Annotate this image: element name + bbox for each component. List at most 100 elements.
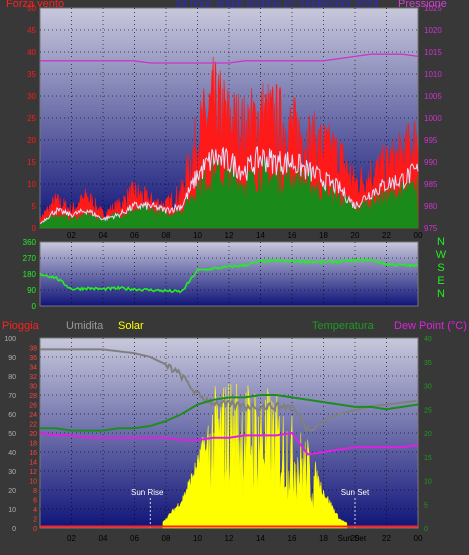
rain-y-tick: 0 [33, 526, 37, 533]
compass-labels: N W S E N [434, 236, 448, 301]
wind-x-tick: 00 [414, 231, 423, 240]
dew-point-label: Dew Point (°C) [394, 320, 467, 332]
temperature-y-tick: 35 [424, 360, 432, 367]
direction-y-tick: 270 [23, 254, 37, 263]
wind-y-tick: 0 [32, 224, 37, 233]
rain-y-tick: 10 [29, 479, 37, 486]
temperature-y-tick: 10 [424, 479, 432, 486]
rain-y-tick: 20 [29, 431, 37, 438]
pressure-y-tick: 980 [424, 202, 438, 211]
wind-y-tick: 30 [27, 92, 36, 101]
temp-x-tick: 04 [99, 534, 108, 543]
direction-y-tick: 360 [23, 238, 37, 247]
temp-x-tick: 20 [351, 534, 360, 543]
compass-n-bottom: N [437, 288, 445, 300]
rain-y-tick: 38 [29, 346, 37, 353]
wind-speed-label: Forza vento [6, 0, 65, 10]
humidity-y-tick: 30 [8, 469, 16, 476]
rain-y-tick: 26 [29, 403, 37, 410]
humidity-y-tick: 60 [8, 412, 16, 419]
rain-y-tick: 22 [29, 422, 37, 429]
pressure-y-tick: 995 [424, 136, 438, 145]
direction-y-tick: 0 [32, 302, 37, 311]
rain-y-tick: 2 [33, 517, 37, 524]
temp-x-tick: 08 [162, 534, 171, 543]
humidity-y-tick: 100 [4, 336, 16, 343]
pressure-y-tick: 1020 [424, 26, 442, 35]
temp-x-tick: 14 [256, 534, 265, 543]
pressure-series [40, 53, 419, 64]
wind-y-tick: 10 [27, 180, 36, 189]
humidity-y-tick: 40 [8, 450, 16, 457]
compass-e: E [437, 275, 445, 287]
wind-x-tick: 06 [130, 231, 139, 240]
wind-direction-series [39, 258, 419, 294]
humidity-y-tick: 10 [8, 507, 16, 514]
wind-pressure-chart: 0510152025303540455097598098599099510001… [27, 4, 442, 240]
temperature-label: Temperatura [312, 320, 374, 332]
solar-label: Solar [118, 320, 144, 332]
rain-y-tick: 32 [29, 374, 37, 381]
temperature-humidity-chart: 0102030405060708090100024681012141618202… [4, 336, 432, 543]
rain-y-tick: 28 [29, 393, 37, 400]
dew-point-series [39, 431, 419, 456]
temperature-series [40, 394, 419, 432]
wind-y-tick: 40 [27, 48, 36, 57]
wind-x-tick: 08 [162, 231, 171, 240]
direction-y-tick: 180 [23, 270, 37, 279]
sun-set-label: Sun Set [341, 488, 370, 497]
rain-y-tick: 6 [33, 498, 37, 505]
humidity-y-tick: 90 [8, 355, 16, 362]
temp-x-tick: 12 [225, 534, 234, 543]
humidity-y-tick: 80 [8, 374, 16, 381]
rain-y-tick: 24 [29, 412, 37, 419]
direction-y-tick: 90 [27, 286, 36, 295]
wind-x-tick: 16 [288, 231, 297, 240]
rain-y-tick: 14 [29, 460, 37, 467]
humidity-y-tick: 50 [8, 431, 16, 438]
wind-y-tick: 5 [32, 202, 37, 211]
wind-x-tick: 10 [193, 231, 202, 240]
sun-rise-label: Sun Rise [131, 488, 164, 497]
rain-y-tick: 30 [29, 384, 37, 391]
graph-title: 24 hour graph ending 10 September 2024 [175, 0, 380, 10]
rain-label: Pioggia [2, 320, 39, 332]
pressure-y-tick: 1025 [424, 4, 442, 13]
rain-y-tick: 36 [29, 355, 37, 362]
rain-y-tick: 18 [29, 441, 37, 448]
wind-x-tick: 20 [351, 231, 360, 240]
compass-s: S [437, 262, 445, 274]
temperature-y-tick: 30 [424, 384, 432, 391]
temperature-y-tick: 20 [424, 431, 432, 438]
wind-y-tick: 50 [27, 4, 36, 13]
humidity-y-tick: 0 [12, 526, 16, 533]
compass-w: W [435, 249, 447, 261]
humidity-y-tick: 20 [8, 488, 16, 495]
temperature-y-tick: 40 [424, 336, 432, 343]
wind-y-tick: 35 [27, 70, 36, 79]
temp-x-tick: 10 [193, 534, 202, 543]
wind-x-tick: 22 [382, 231, 391, 240]
temperature-y-tick: 15 [424, 455, 432, 462]
pressure-y-tick: 1010 [424, 70, 442, 79]
wind-x-tick: 12 [225, 231, 234, 240]
humidity-label: Umidita [66, 320, 104, 332]
temperature-y-tick: 0 [424, 526, 428, 533]
solar-series [162, 383, 348, 529]
pressure-y-tick: 1015 [424, 48, 442, 57]
pressure-y-tick: 985 [424, 180, 438, 189]
temperature-y-tick: 5 [424, 502, 428, 509]
pressure-y-tick: 990 [424, 158, 438, 167]
wind-white-series [40, 145, 419, 224]
temp-x-tick: 18 [319, 534, 328, 543]
temp-x-tick: 00 [414, 534, 423, 543]
temp-x-tick: 02 [67, 534, 76, 543]
wind-x-tick: 18 [319, 231, 328, 240]
temperature-y-tick: 25 [424, 407, 432, 414]
wind-x-tick: 14 [256, 231, 265, 240]
pressure-y-tick: 1000 [424, 114, 442, 123]
compass-n-top: N [437, 236, 445, 248]
temp-x-tick: 22 [382, 534, 391, 543]
temp-x-tick: 06 [130, 534, 139, 543]
